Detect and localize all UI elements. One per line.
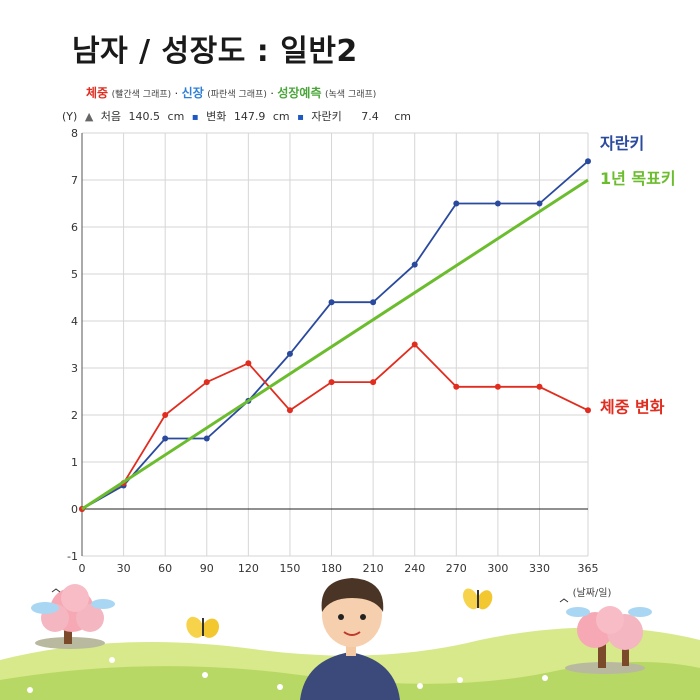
x-tick-label: 365 [578,562,599,575]
data-point [411,261,418,268]
legend-separator: · [174,87,179,100]
series-line [81,160,589,510]
change-unit: cm [272,110,290,123]
y-tick-label: 6 [71,221,78,234]
y-tick-label: 0 [71,503,78,516]
bullet-icon: ▪ [191,112,199,123]
legend-height-label: 신장 [181,86,204,100]
data-point [453,383,460,390]
y-tick-label: 8 [71,127,78,140]
x-tick-label: 240 [404,562,425,575]
x-tick-label: 180 [321,562,342,575]
y-tick-label: -1 [67,550,78,563]
data-point [245,360,252,367]
x-axis-label: (날짜/일) [573,587,612,599]
axis-unit-label: (Y) [62,110,78,123]
data-point [411,341,418,348]
legend-separator: · [270,87,274,100]
legend-weight-note: (빨간색 그래프) [111,90,172,100]
growth-label: 자란키 [311,110,342,123]
up-arrow-icon: ▲ [84,110,94,123]
growth-value: 7.4 [361,110,379,123]
first-label: 처음 [100,110,122,123]
data-point [203,379,210,386]
data-point [203,435,210,442]
y-tick-label: 2 [71,409,78,422]
data-point [370,379,377,386]
data-point [494,383,501,390]
measurement-info: (Y) ▲ 처음 140.5 cm ▪ 변화 147.9 cm ▪ 자란키 7.… [62,108,415,124]
y-tick-label: 7 [71,174,78,187]
growth-unit: cm [394,110,412,123]
data-point [453,200,460,207]
data-point [162,435,169,442]
x-tick-label: 90 [200,562,214,575]
x-tick-label: 30 [117,562,131,575]
x-tick-label: 150 [279,562,300,575]
series-label: 1년 목표키 [600,169,676,188]
data-point [162,412,169,418]
x-tick-label: 60 [158,562,172,575]
data-point [370,299,377,306]
y-tick-label: 3 [71,362,78,375]
series-label: 체중 변화 [600,397,665,416]
series-label: 자란키 [600,134,644,153]
data-point [585,158,591,165]
bullet-icon: ▪ [297,112,304,123]
legend-weight-label: 체중 [86,86,109,100]
y-tick-label: 4 [71,315,78,328]
page-title: 남자 / 성장도 : 일반2 [72,34,358,69]
x-tick-label: 120 [238,562,259,575]
x-tick-label: 210 [363,562,384,575]
y-tick-label: 1 [71,456,78,469]
change-label: 변화 [206,110,227,123]
data-point [328,299,335,306]
legend-height-note: (파란색 그래프) [207,90,267,100]
data-point [494,200,501,207]
data-point [585,407,591,414]
x-tick-label: 270 [446,562,467,575]
data-point [286,407,293,414]
series-line [81,178,589,511]
data-point [536,383,543,390]
data-point [536,200,543,207]
first-value: 140.5 [128,110,161,123]
change-value: 147.9 [233,110,266,123]
legend-predict-note: (녹색 그래프) [325,90,377,100]
legend-predict-label: 성장예측 [277,86,322,100]
x-tick-label: 300 [487,562,508,575]
data-point [286,350,293,357]
y-tick-label: 5 [71,268,78,281]
x-tick-label: 330 [529,562,550,575]
legend: 체중 (빨간색 그래프) · 신장 (파란색 그래프) · 성장예측 (녹색 그… [86,84,376,101]
first-unit: cm [167,110,185,123]
x-tick-label: 0 [79,562,86,575]
data-point [328,379,335,386]
series-line [81,343,589,510]
